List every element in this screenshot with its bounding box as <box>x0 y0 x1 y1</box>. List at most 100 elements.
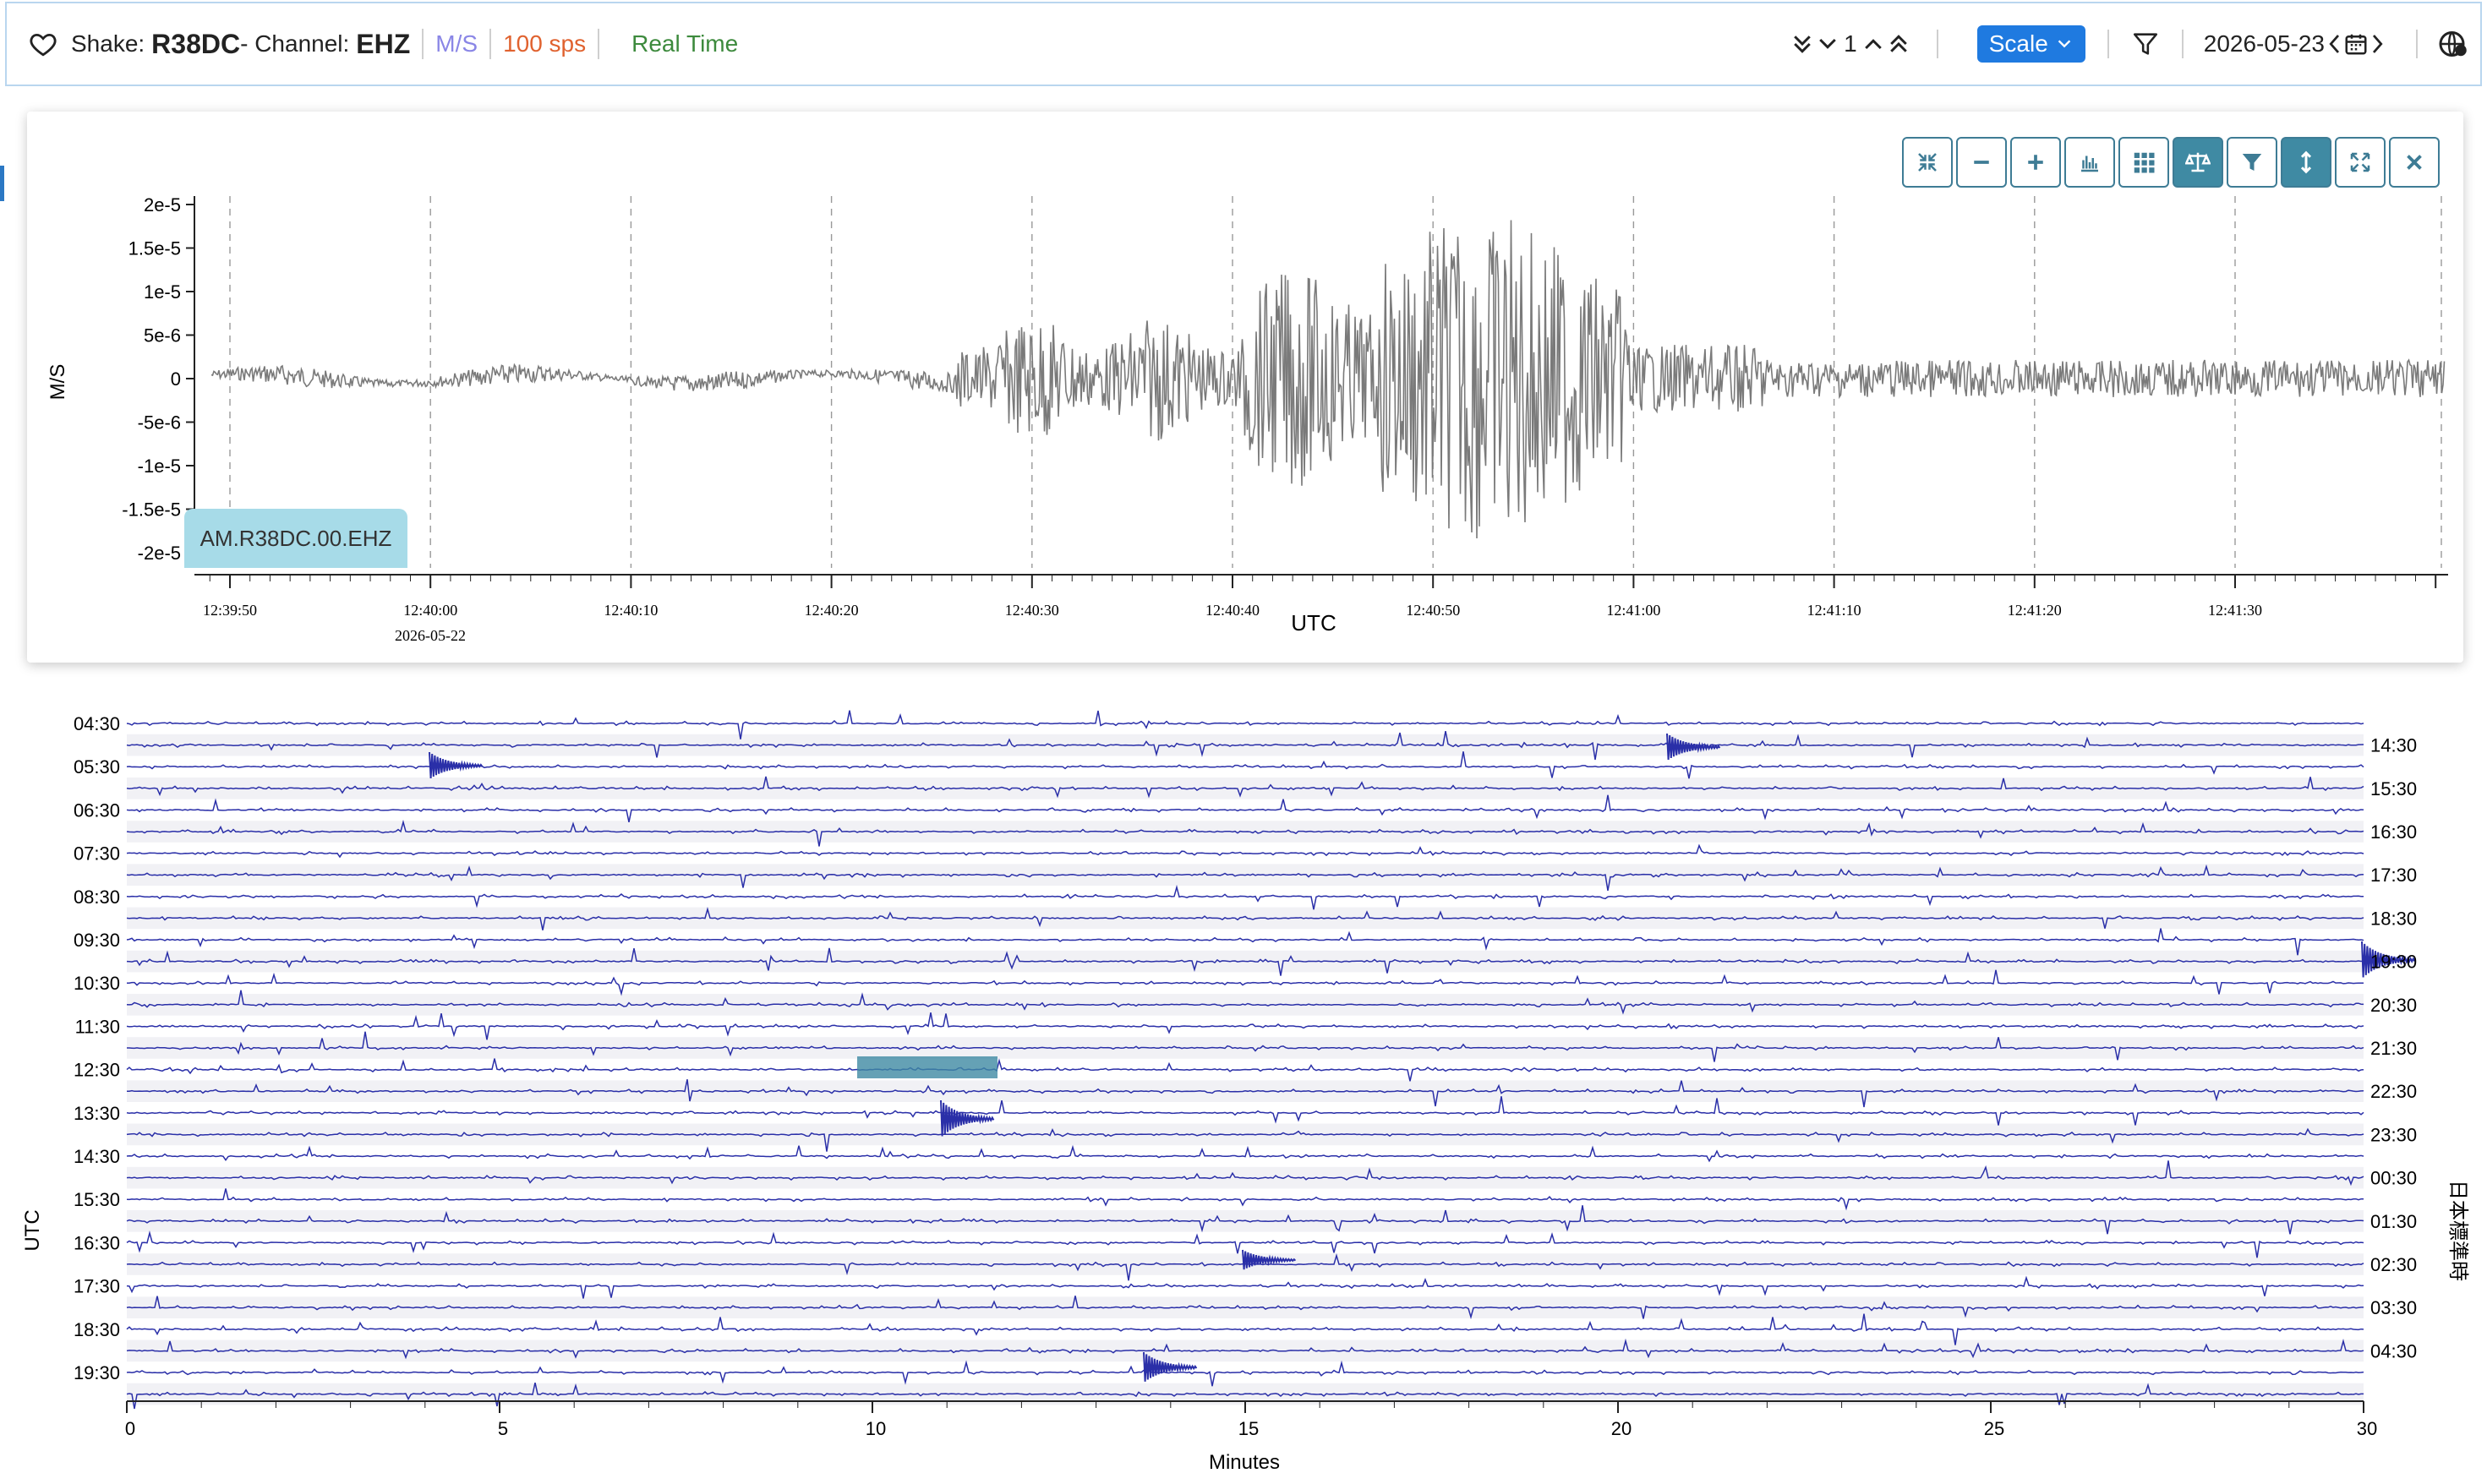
helicorder-row-trace <box>126 947 2364 976</box>
calendar-icon[interactable] <box>2343 31 2369 57</box>
local-time-label: 20:30 <box>2370 995 2417 1016</box>
utc-time-label: 18:30 <box>74 1319 120 1340</box>
selection-highlight[interactable] <box>857 1056 998 1078</box>
utc-time-label: 11:30 <box>75 1016 120 1037</box>
compress-button[interactable] <box>1902 137 1953 188</box>
side-tab-marker[interactable] <box>0 166 4 201</box>
y-tick-label: 1e-5 <box>144 281 181 303</box>
utc-time-label: 14:30 <box>74 1146 120 1167</box>
title-group: Shake: R38DC - Channel: EHZ M/S 100 sps … <box>29 29 738 60</box>
fullscreen-button[interactable] <box>2335 137 2386 188</box>
balance-scale-button[interactable] <box>2173 137 2223 188</box>
grid-icon <box>2134 152 2155 173</box>
helicorder-row-trace <box>126 1188 2364 1211</box>
spectrogram-button[interactable] <box>2064 137 2115 188</box>
utc-time-label: 05:30 <box>74 756 120 777</box>
local-time-label: 19:30 <box>2370 952 2417 973</box>
local-time-label: 04:30 <box>2370 1340 2417 1361</box>
filter-icon[interactable] <box>2131 30 2160 58</box>
date-display[interactable]: 2026-05-23 <box>2203 30 2325 57</box>
channel-prefix: - Channel: <box>240 30 350 57</box>
local-time-label: 14:30 <box>2370 735 2417 756</box>
y-tick-label: 0 <box>171 368 181 390</box>
helicorder-row-trace <box>126 1382 2364 1410</box>
divider <box>2107 30 2109 58</box>
helicorder-row-trace <box>126 907 2364 930</box>
zoom-out-button[interactable] <box>1956 137 2007 188</box>
seismic-event-burst[interactable] <box>2361 941 2416 978</box>
x-tick-label: 12:40:00 <box>403 602 457 619</box>
globe-settings-icon[interactable] <box>2438 29 2468 59</box>
x-axis-label: UTC <box>1291 610 1336 636</box>
double-chevron-up-icon[interactable] <box>1886 31 1911 57</box>
x-axis-date: 2026-05-22 <box>395 627 466 644</box>
minutes-tick-label: 25 <box>1984 1418 2004 1439</box>
helicorder-row-trace <box>127 1031 2364 1062</box>
seismic-event-burst[interactable] <box>940 1099 995 1137</box>
helicorder-row-trace <box>127 969 2364 996</box>
spectrogram-icon <box>2081 155 2098 172</box>
local-time-label: 01:30 <box>2370 1211 2417 1232</box>
units-label[interactable]: M/S <box>435 30 478 57</box>
helicorder-row-trace <box>126 1012 2364 1040</box>
helicorder-row-trace <box>126 819 2364 847</box>
seismic-event-burst[interactable] <box>1242 1249 1297 1270</box>
divider <box>489 29 492 59</box>
helicorder-row-trace <box>126 710 2364 739</box>
local-time-label: 02:30 <box>2370 1254 2417 1275</box>
header-controls: 1 Scale 2026-05-23 <box>1790 3 2480 85</box>
chevron-right-icon[interactable] <box>2369 31 2387 57</box>
minutes-tick-label: 0 <box>125 1418 135 1439</box>
sample-rate-label[interactable]: 100 sps <box>503 30 587 57</box>
scale-label: Scale <box>1988 30 2048 57</box>
helicorder-row-trace <box>126 1160 2364 1187</box>
helicorder-row-trace <box>126 776 2364 799</box>
helicorder-row-trace <box>126 1127 2364 1152</box>
compress-icon <box>1918 153 1937 172</box>
chevron-up-icon[interactable] <box>1861 31 1886 57</box>
local-time-label: 18:30 <box>2370 908 2417 929</box>
divider <box>598 29 600 59</box>
divider <box>422 29 424 59</box>
x-tick-label: 12:41:10 <box>1807 602 1861 619</box>
seismic-event-burst[interactable] <box>429 751 484 778</box>
station-code: R38DC <box>151 28 241 59</box>
utc-axis-label: UTC <box>21 1209 44 1251</box>
double-chevron-down-icon[interactable] <box>1790 31 1815 57</box>
utc-time-label: 06:30 <box>74 799 120 821</box>
y-tick-label: 1.5e-5 <box>128 238 181 259</box>
helicorder-chart[interactable]: 04:30 05:30 06:30 07:30 08:30 09:30 10:30 11:30… <box>0 690 2487 1484</box>
close-button[interactable] <box>2389 137 2440 188</box>
minutes-axis-label: Minutes <box>1209 1451 1280 1474</box>
filter-icon <box>2242 154 2262 171</box>
chevron-left-icon[interactable] <box>2325 31 2343 57</box>
helicorder-row-trace <box>126 990 2364 1015</box>
x-tick-label: 12:39:50 <box>203 602 257 619</box>
shake-prefix: Shake: <box>71 30 145 57</box>
scale-dropdown-button[interactable]: Scale <box>1976 25 2085 63</box>
fullscreen-icon <box>2350 152 2370 172</box>
helicorder-row-trace <box>126 1096 2364 1126</box>
chevron-down-icon <box>2058 40 2071 48</box>
helicorder-row-trace <box>126 730 2364 761</box>
heart-icon[interactable] <box>29 30 57 58</box>
real-time-label[interactable]: Real Time <box>631 30 739 57</box>
vertical-expand-icon <box>2300 150 2312 174</box>
minutes-tick-label: 10 <box>866 1418 886 1439</box>
utc-time-label: 13:30 <box>74 1103 120 1124</box>
helicorder-row-trace <box>126 1275 2364 1299</box>
chevron-down-icon[interactable] <box>1815 31 1840 57</box>
vertical-expand-button[interactable] <box>2281 137 2331 188</box>
local-time-label: 22:30 <box>2370 1081 2417 1102</box>
grid-button[interactable] <box>2118 137 2169 188</box>
local-time-label: 00:30 <box>2370 1168 2417 1189</box>
local-time-axis-label: 日本標準時 <box>2446 1180 2469 1281</box>
y-tick-label: 2e-5 <box>144 194 181 216</box>
filter-button[interactable] <box>2227 137 2277 188</box>
station-label-badge[interactable]: AM.R38DC.00.EHZ <box>184 509 407 568</box>
zoom-in-button[interactable] <box>2010 137 2061 188</box>
y-tick-label: -1e-5 <box>138 456 181 477</box>
seismic-event-burst[interactable] <box>1143 1351 1198 1382</box>
toolbar-header: Shake: R38DC - Channel: EHZ M/S 100 sps … <box>5 2 2482 86</box>
seismic-event-burst[interactable] <box>1666 733 1721 760</box>
